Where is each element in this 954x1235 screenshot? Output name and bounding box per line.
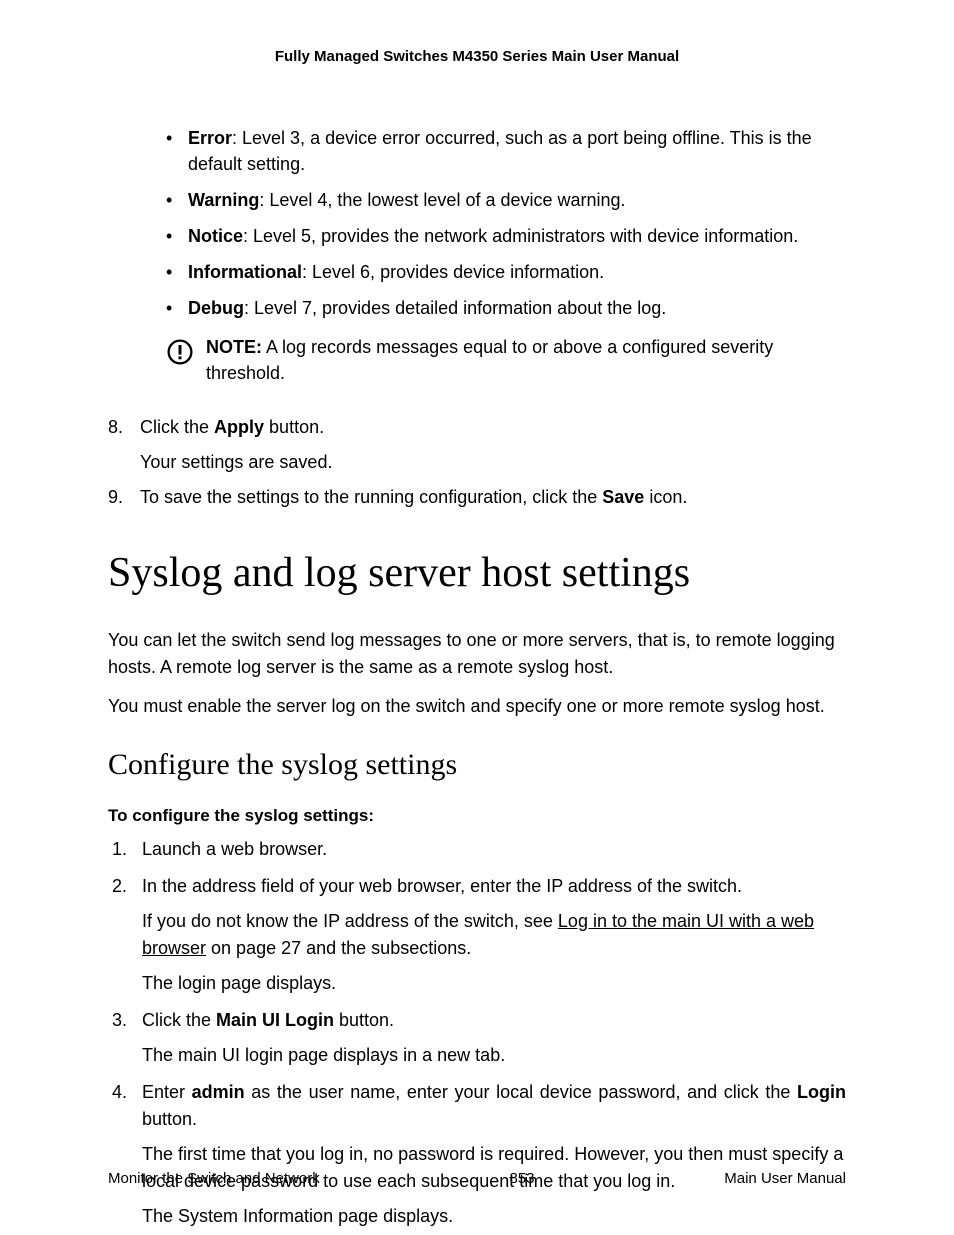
footer-page-number: 853: [510, 1170, 535, 1187]
bullet-text: : Level 3, a device error occurred, such…: [188, 128, 812, 174]
footer-left: Monitor the Switch and Network: [108, 1170, 320, 1187]
step-text-bold: Save: [602, 487, 644, 507]
severity-bullet-list: Error: Level 3, a device error occurred,…: [108, 125, 846, 322]
step-subtext: The System Information page displays.: [142, 1203, 846, 1230]
document-page: Fully Managed Switches M4350 Series Main…: [0, 0, 954, 1235]
step-4: 4. Enter admin as the user name, enter y…: [108, 1079, 846, 1230]
step-text-bold-2: Login: [797, 1082, 846, 1102]
bullet-label: Error: [188, 128, 232, 148]
step-number: 4.: [112, 1079, 127, 1106]
bullet-text: : Level 7, provides detailed information…: [244, 298, 666, 318]
section-title: Syslog and log server host settings: [108, 549, 846, 597]
step-2: 2. In the address field of your web brow…: [108, 873, 846, 997]
note-label: NOTE:: [206, 337, 262, 357]
subtext-post: on page 27 and the subsections.: [206, 938, 471, 958]
bullet-text: : Level 4, the lowest level of a device …: [259, 190, 625, 210]
step-text-3: button.: [142, 1109, 197, 1129]
intro-paragraph-2: You must enable the server log on the sw…: [108, 693, 846, 720]
note-block: NOTE: A log records messages equal to or…: [166, 334, 846, 386]
step-9: 9. To save the settings to the running c…: [108, 484, 846, 511]
step-subtext: If you do not know the IP address of the…: [142, 908, 846, 962]
procedure-heading: To configure the syslog settings:: [108, 806, 846, 826]
bullet-label: Warning: [188, 190, 259, 210]
step-text-post: button.: [264, 417, 324, 437]
intro-paragraph-1: You can let the switch send log messages…: [108, 627, 846, 681]
bullet-informational: Informational: Level 6, provides device …: [166, 259, 846, 285]
step-number: 3.: [112, 1007, 127, 1034]
step-text-1: Enter: [142, 1082, 192, 1102]
page-header: Fully Managed Switches M4350 Series Main…: [108, 48, 846, 65]
footer-right: Main User Manual: [724, 1170, 846, 1187]
bullet-debug: Debug: Level 7, provides detailed inform…: [166, 295, 846, 321]
step-number: 1.: [112, 836, 127, 863]
step-text: In the address field of your web browser…: [142, 876, 742, 896]
step-number: 8.: [108, 414, 123, 441]
step-text-bold: Main UI Login: [216, 1010, 334, 1030]
step-text-post: button.: [334, 1010, 394, 1030]
step-text-bold-1: admin: [192, 1082, 245, 1102]
bullet-label: Notice: [188, 226, 243, 246]
continued-steps: 8. Click the Apply button. Your settings…: [108, 414, 846, 511]
step-subtext: The main UI login page displays in a new…: [142, 1042, 846, 1069]
bullet-warning: Warning: Level 4, the lowest level of a …: [166, 187, 846, 213]
bullet-label: Informational: [188, 262, 302, 282]
note-text: NOTE: A log records messages equal to or…: [206, 334, 846, 386]
bullet-text: : Level 6, provides device information.: [302, 262, 604, 282]
subsection-title: Configure the syslog settings: [108, 748, 846, 782]
bullet-error: Error: Level 3, a device error occurred,…: [166, 125, 846, 177]
step-text-pre: Click the: [142, 1010, 216, 1030]
step-text-pre: Click the: [140, 417, 214, 437]
step-subtext: Your settings are saved.: [140, 449, 846, 476]
note-body: A log records messages equal to or above…: [206, 337, 773, 383]
alert-icon: [166, 338, 194, 366]
step-1: 1. Launch a web browser.: [108, 836, 846, 863]
step-8: 8. Click the Apply button. Your settings…: [108, 414, 846, 476]
page-footer: Monitor the Switch and Network 853 Main …: [108, 1170, 846, 1187]
step-number: 9.: [108, 484, 123, 511]
step-text-bold: Apply: [214, 417, 264, 437]
step-text: Launch a web browser.: [142, 839, 327, 859]
step-subtext: The login page displays.: [142, 970, 846, 997]
subtext-pre: If you do not know the IP address of the…: [142, 911, 558, 931]
bullet-text: : Level 5, provides the network administ…: [243, 226, 798, 246]
bullet-label: Debug: [188, 298, 244, 318]
bullet-notice: Notice: Level 5, provides the network ad…: [166, 223, 846, 249]
step-number: 2.: [112, 873, 127, 900]
step-text-pre: To save the settings to the running conf…: [140, 487, 602, 507]
step-3: 3. Click the Main UI Login button. The m…: [108, 1007, 846, 1069]
step-text-2: as the user name, enter your local devic…: [245, 1082, 797, 1102]
step-text-post: icon.: [644, 487, 687, 507]
